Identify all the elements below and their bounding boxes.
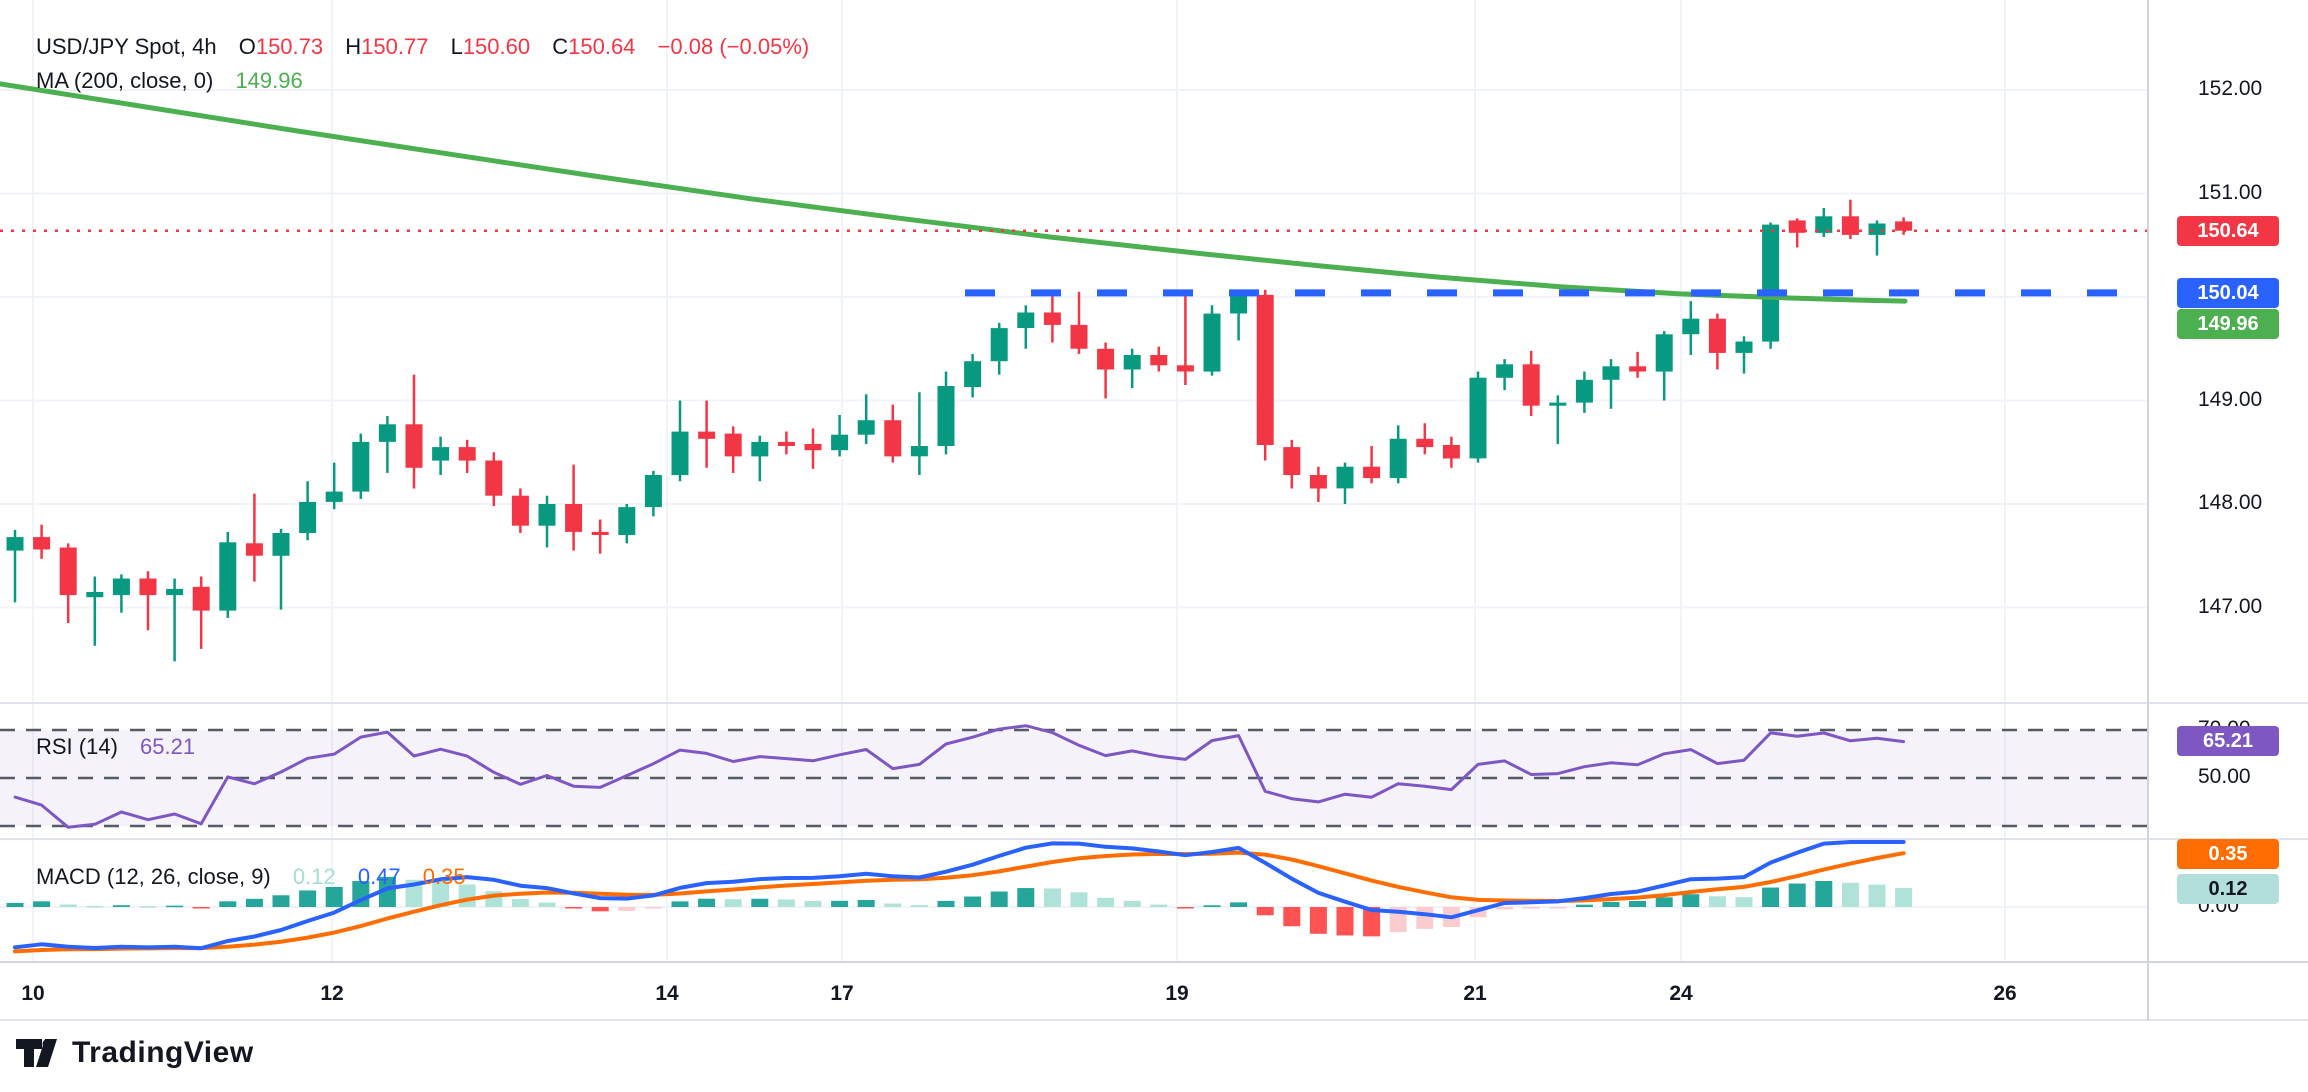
rsi-legend[interactable]: RSI (14) 65.21 (36, 734, 195, 760)
rsi-value: 65.21 (140, 734, 196, 759)
open-value: 150.73 (255, 34, 324, 59)
macd-legend[interactable]: MACD (12, 26, close, 9) 0.12 0.47 0.35 (36, 864, 466, 890)
low-label: L (450, 34, 463, 59)
high-label: H (345, 34, 362, 59)
time-tick-label: 10 (21, 982, 45, 1005)
level-price-badge: 150.04 (2177, 277, 2279, 308)
price-tick-label: 148.00 (2198, 491, 2263, 514)
ma-price-badge: 149.96 (2177, 308, 2279, 339)
time-tick-label: 21 (1463, 982, 1487, 1005)
tradingview-logo[interactable]: TradingView (16, 1036, 254, 1070)
price-tick-label: 147.00 (2198, 594, 2263, 618)
symbol-legend[interactable]: USD/JPY Spot, 4h O150.73 H150.77 L150.60… (36, 34, 809, 60)
macd-title: MACD (12, 26, close, 9) (36, 864, 271, 889)
ma-value: 149.96 (235, 68, 303, 93)
macd-signal-badge: 0.35 (2177, 839, 2279, 869)
high-value: 150.77 (361, 34, 429, 59)
price-tick-label: 149.00 (2198, 387, 2263, 411)
close-label: C (552, 34, 569, 59)
tradingview-logo-text: TradingView (72, 1036, 254, 1069)
rsi-value-badge: 65.21 (2177, 726, 2279, 757)
macd-hist-value: 0.12 (292, 864, 336, 889)
time-tick-label: 17 (830, 982, 854, 1005)
price-tick-label: 152.00 (2198, 77, 2263, 100)
time-tick-label: 19 (1165, 982, 1189, 1005)
close-value: 150.64 (568, 34, 636, 59)
change-value: −0.08 (−0.05%) (657, 34, 810, 59)
rsi-title: RSI (14) (36, 734, 118, 759)
open-label: O (238, 34, 256, 59)
ma-legend[interactable]: MA (200, close, 0) 149.96 (36, 68, 303, 94)
macd-line-value: 0.47 (357, 864, 401, 889)
ma-title: MA (200, close, 0) (36, 68, 214, 93)
time-tick-label: 26 (1993, 982, 2017, 1005)
tradingview-logo-icon (16, 1039, 57, 1067)
time-tick-label: 24 (1669, 982, 1693, 1005)
price-tick-label: 151.00 (2198, 180, 2263, 204)
macd-signal-value: 0.35 (422, 864, 466, 889)
macd-hist-badge: 0.12 (2177, 873, 2279, 904)
last-price-badge: 150.64 (2177, 215, 2279, 246)
time-tick-label: 12 (320, 982, 344, 1005)
rsi-tick-label: 50.00 (2198, 765, 2251, 788)
time-tick-label: 14 (655, 982, 679, 1005)
symbol-title: USD/JPY Spot, 4h (36, 34, 217, 59)
low-value: 150.60 (462, 34, 531, 59)
